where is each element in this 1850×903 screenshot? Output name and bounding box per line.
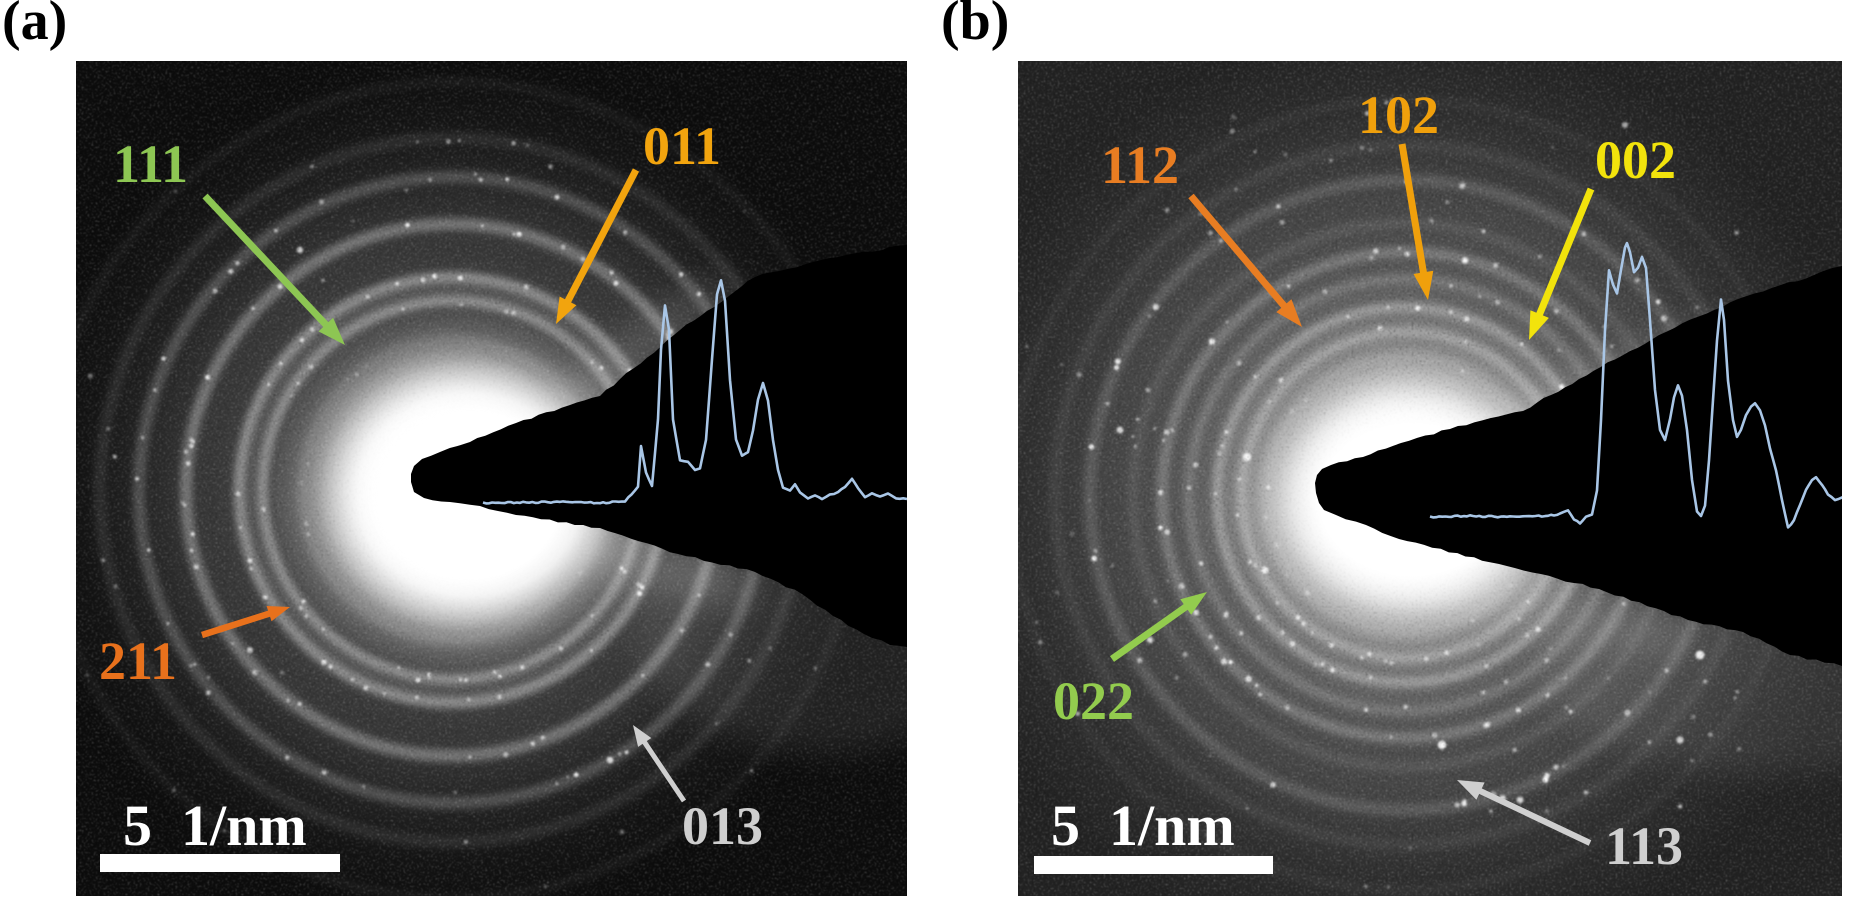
svg-text:011: 011	[643, 116, 721, 176]
svg-text:111: 111	[113, 134, 188, 194]
svg-text:5 1/nm: 5 1/nm	[1051, 793, 1235, 858]
svg-text:013: 013	[682, 796, 763, 856]
svg-text:002: 002	[1595, 130, 1676, 190]
svg-text:112: 112	[1101, 135, 1179, 195]
svg-text:211: 211	[99, 631, 177, 691]
svg-text:102: 102	[1358, 85, 1439, 145]
svg-text:5 1/nm: 5 1/nm	[123, 793, 307, 858]
svg-text:113: 113	[1605, 816, 1683, 876]
svg-text:022: 022	[1053, 671, 1134, 731]
